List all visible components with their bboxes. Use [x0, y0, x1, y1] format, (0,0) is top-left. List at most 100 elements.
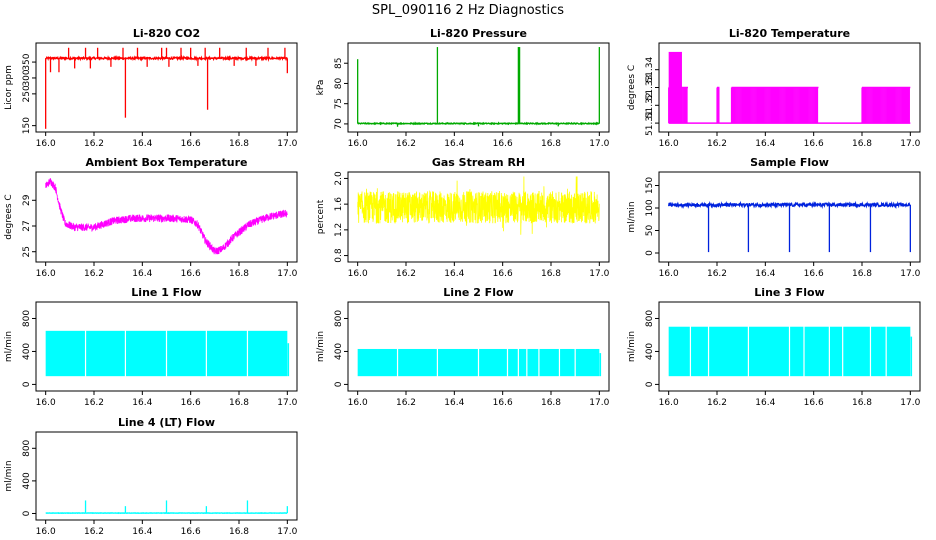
- plot-area: [668, 200, 911, 253]
- plot-frame: [35, 431, 298, 521]
- x-tick-label: 16.6: [181, 527, 201, 537]
- y-tick-label: 800: [645, 310, 655, 327]
- x-tick-label: 16.0: [36, 527, 56, 537]
- y-axis-label: ml/min: [4, 331, 14, 362]
- y-tick-label: 400: [645, 343, 655, 360]
- y-tick-label: 29: [22, 194, 32, 206]
- figure-title: SPL_090116 2 Hz Diagnostics: [372, 3, 564, 18]
- x-tick-label: 16.8: [852, 269, 872, 279]
- x-tick-label: 16.8: [852, 398, 872, 408]
- plot-frame: [658, 301, 921, 392]
- x-tick-label: 16.4: [444, 269, 464, 279]
- plot-area: [45, 47, 288, 129]
- x-tick-label: 16.6: [181, 398, 201, 408]
- x-tick-label: 16.8: [541, 398, 561, 408]
- x-tick-label: 16.2: [396, 269, 416, 279]
- y-tick-label: 1.2: [334, 223, 344, 237]
- y-tick-label: 0: [22, 510, 32, 516]
- panel-title: Line 1 Flow: [131, 286, 201, 299]
- x-tick-label: 16.0: [348, 398, 368, 408]
- panel-ambient-box-temperature: Ambient Box Temperature 16.0 16.2 16.4 16.6 1…: [4, 156, 298, 279]
- y-tick-label: 27: [22, 220, 32, 231]
- x-tick-label: 16.6: [181, 139, 201, 149]
- y-tick-label: 51.33: [645, 75, 655, 101]
- y-tick-label: 0.8: [334, 248, 344, 263]
- x-tick-label: 17.0: [900, 269, 920, 279]
- series-line: [357, 176, 600, 235]
- panel-line-2-flow: Line 2 Flow 16.0 16.2 16.4 16.6 16.8 17.0 0 400 8…: [316, 286, 610, 408]
- x-tick-label: 16.2: [84, 139, 104, 149]
- x-tick-label: 16.4: [755, 398, 775, 408]
- y-tick-label: 150: [22, 117, 32, 134]
- x-tick-label: 17.0: [900, 139, 920, 149]
- x-tick-label: 16.2: [707, 269, 727, 279]
- x-tick-label: 17.0: [589, 269, 609, 279]
- y-tick-label: 800: [22, 310, 32, 327]
- y-tick-label: 70: [334, 118, 344, 130]
- y-axis-label: percent: [316, 199, 326, 234]
- x-tick-label: 16.6: [804, 398, 824, 408]
- x-tick-label: 16.2: [707, 139, 727, 149]
- x-tick-label: 16.2: [707, 398, 727, 408]
- x-tick-label: 17.0: [589, 139, 609, 149]
- plot-area: [357, 47, 600, 127]
- x-tick-label: 16.0: [659, 269, 679, 279]
- y-tick-label: 25: [22, 246, 32, 257]
- y-axis-label: ml/min: [627, 201, 637, 232]
- x-tick-label: 16.2: [396, 139, 416, 149]
- y-tick-label: 50: [645, 225, 655, 237]
- x-tick-label: 16.4: [132, 527, 152, 537]
- x-tick-label: 16.4: [755, 269, 775, 279]
- x-tick-label: 16.0: [36, 269, 56, 279]
- y-tick-label: 0: [645, 250, 655, 256]
- y-tick-label: 1.6: [334, 197, 344, 212]
- x-tick-label: 17.0: [277, 527, 297, 537]
- plot-area: [357, 347, 602, 378]
- panel-li-820-pressure: Li-820 Pressure 16.0 16.2 16.4 16.6 16.8 17.0 7…: [316, 27, 610, 149]
- plot-area: [668, 325, 913, 378]
- panel-line-4-lt-flow: Line 4 (LT) Flow 16.0 16.2 16.4 16.6 16.8 17.0…: [4, 416, 298, 537]
- x-tick-label: 16.4: [444, 139, 464, 149]
- panel-line-1-flow: Line 1 Flow 16.0 16.2 16.4 16.6 16.8 17.0 0 400 8…: [4, 286, 298, 408]
- x-tick-label: 16.4: [132, 269, 152, 279]
- y-tick-label: 400: [22, 343, 32, 360]
- y-axis-label: ml/min: [627, 331, 637, 362]
- x-tick-label: 16.2: [84, 398, 104, 408]
- y-tick-label: 51.32: [645, 92, 655, 118]
- x-tick-label: 16.4: [755, 139, 775, 149]
- x-tick-label: 16.2: [84, 527, 104, 537]
- plot-frame: [35, 301, 298, 392]
- y-tick-label: 2.0: [334, 171, 344, 186]
- x-tick-label: 16.6: [493, 139, 513, 149]
- series-line: [45, 178, 288, 255]
- x-tick-label: 16.0: [659, 398, 679, 408]
- x-tick-label: 16.6: [804, 269, 824, 279]
- plot-frame: [347, 42, 610, 133]
- plot-area: [357, 176, 600, 235]
- y-tick-label: 85: [334, 58, 344, 69]
- plot-frame: [35, 42, 298, 133]
- panel-title: Li-820 Temperature: [729, 27, 850, 40]
- x-tick-label: 16.8: [229, 398, 249, 408]
- y-tick-label: 300: [22, 69, 32, 86]
- y-tick-label: 0: [334, 381, 344, 387]
- x-tick-label: 16.6: [493, 398, 513, 408]
- x-tick-label: 16.8: [229, 139, 249, 149]
- x-tick-label: 16.2: [396, 398, 416, 408]
- x-tick-label: 16.6: [804, 139, 824, 149]
- x-tick-label: 17.0: [589, 398, 609, 408]
- plot-area: [45, 178, 288, 255]
- x-tick-label: 16.0: [659, 139, 679, 149]
- x-tick-label: 16.4: [444, 398, 464, 408]
- panel-sample-flow: Sample Flow 16.0 16.2 16.4 16.6 16.8 17.0 0 50 10…: [627, 156, 921, 279]
- plot-frame: [347, 301, 610, 392]
- plot-area: [668, 51, 911, 124]
- x-tick-label: 16.0: [36, 139, 56, 149]
- panel-li-820-co2: Li-820 CO2 16.0 16.2 16.4 16.6 16.8 17.0 150 250…: [4, 27, 298, 149]
- panel-line-3-flow: Line 3 Flow 16.0 16.2 16.4 16.6 16.8 17.0 0 400 8…: [627, 286, 921, 408]
- x-tick-label: 16.0: [348, 269, 368, 279]
- y-axis-label: degrees C: [4, 194, 14, 239]
- x-tick-label: 17.0: [277, 398, 297, 408]
- y-tick-label: 400: [334, 343, 344, 360]
